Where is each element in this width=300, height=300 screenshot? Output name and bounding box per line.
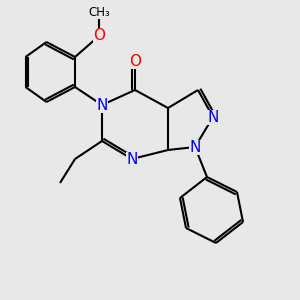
Text: CH₃: CH₃ xyxy=(88,5,110,19)
Text: O: O xyxy=(129,54,141,69)
Text: N: N xyxy=(96,98,108,112)
Text: N: N xyxy=(126,152,138,166)
Text: N: N xyxy=(207,110,219,124)
Text: N: N xyxy=(189,140,201,154)
Text: O: O xyxy=(93,28,105,44)
